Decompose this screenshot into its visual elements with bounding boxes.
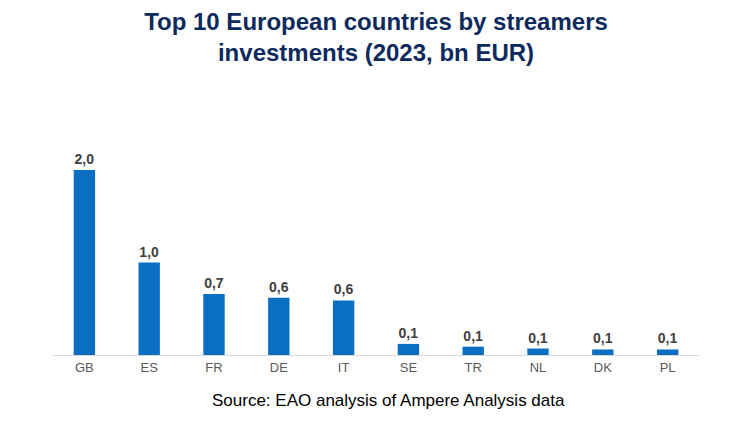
svg-text:0,1: 0,1: [463, 328, 483, 344]
svg-text:DE: DE: [270, 360, 288, 375]
svg-text:0,1: 0,1: [593, 330, 613, 346]
svg-text:GB: GB: [75, 360, 94, 375]
svg-text:0,1: 0,1: [528, 330, 548, 346]
svg-text:0,1: 0,1: [399, 325, 419, 341]
svg-text:1,0: 1,0: [139, 244, 159, 260]
svg-text:Source: EAO analysis of Ampere: Source: EAO analysis of Ampere Analysis …: [212, 391, 565, 410]
svg-text:ES: ES: [141, 360, 159, 375]
svg-text:0,1: 0,1: [658, 330, 678, 346]
svg-text:0,6: 0,6: [269, 279, 289, 295]
svg-text:NL: NL: [530, 360, 547, 375]
svg-text:PL: PL: [660, 360, 676, 375]
svg-text:2,0: 2,0: [75, 151, 95, 167]
svg-text:TR: TR: [465, 360, 482, 375]
svg-text:FR: FR: [205, 360, 222, 375]
svg-text:IT: IT: [338, 360, 350, 375]
svg-text:0,7: 0,7: [204, 275, 224, 291]
svg-text:0,6: 0,6: [334, 281, 354, 297]
svg-text:DK: DK: [594, 360, 612, 375]
svg-text:Top 10 European countries by s: Top 10 European countries by streamersin…: [144, 8, 608, 66]
svg-text:SE: SE: [400, 360, 418, 375]
